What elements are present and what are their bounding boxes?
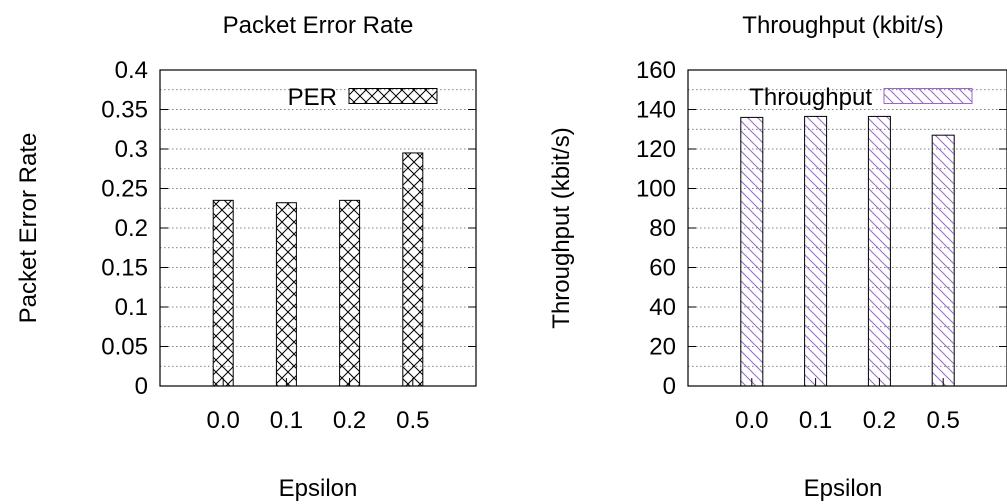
y-tick-label: 0.4 [115, 57, 148, 84]
y-tick-label: 140 [636, 97, 676, 124]
bar [402, 152, 424, 387]
x-axis-label: Epsilon [804, 475, 883, 502]
y-tick-label: 0 [663, 373, 676, 400]
y-tick-label: 0.2 [115, 215, 148, 242]
x-axis-label: Epsilon [279, 475, 358, 502]
plot-frame [687, 69, 1007, 387]
legend: Throughput [749, 84, 973, 111]
packet-error-rate-chart: Packet Error Rate Packet Error Rate Epsi… [15, 12, 477, 502]
legend-swatch [348, 88, 438, 104]
throughput-chart: Throughput (kbit/s) Throughput (kbit/s) … [548, 12, 1007, 502]
x-tick-label: 0.0 [207, 407, 240, 434]
x-tick-label: 0.0 [735, 407, 768, 434]
legend: PER [288, 84, 438, 111]
chart-title: Packet Error Rate [223, 12, 414, 39]
bar [804, 115, 828, 387]
bars [212, 152, 424, 387]
legend-label: Throughput [749, 84, 872, 111]
x-tick-label: 0.5 [396, 407, 429, 434]
y-tick-label: 0.1 [115, 294, 148, 321]
y-tick-label: 0.15 [101, 255, 148, 282]
x-tick-label: 0.1 [270, 407, 303, 434]
y-tick-label: 40 [649, 294, 676, 321]
bar [740, 116, 764, 387]
y-tick-label: 80 [649, 215, 676, 242]
bar [339, 199, 361, 387]
y-tick-label: 0.35 [101, 97, 148, 124]
legend-swatch [883, 88, 973, 104]
grid-lines [688, 69, 1007, 387]
bar [275, 202, 297, 387]
y-tick-label: 0 [135, 373, 148, 400]
y-axis-label: Throughput (kbit/s) [548, 127, 575, 328]
y-tick-label: 20 [649, 334, 676, 361]
x-tick-label: 0.2 [863, 407, 896, 434]
y-tick-label: 120 [636, 136, 676, 163]
y-tick-label: 60 [649, 255, 676, 282]
y-tick-label: 0.3 [115, 136, 148, 163]
y-tick-labels: 0 20 40 60 80 100 120 140 160 [636, 57, 676, 400]
x-tick-labels: 0.0 0.1 0.2 0.5 [735, 407, 960, 434]
y-tick-label: 100 [636, 176, 676, 203]
bars [740, 115, 955, 387]
y-tick-label: 0.25 [101, 176, 148, 203]
bar [867, 115, 891, 387]
plot-frame [159, 69, 477, 387]
legend-label: PER [288, 84, 337, 111]
chart-title: Throughput (kbit/s) [742, 12, 943, 39]
y-tick-label: 160 [636, 57, 676, 84]
x-tick-label: 0.1 [799, 407, 832, 434]
grid-lines [160, 69, 476, 387]
x-tick-label: 0.2 [333, 407, 366, 434]
x-tick-label: 0.5 [927, 407, 960, 434]
x-tick-labels: 0.0 0.1 0.2 0.5 [207, 407, 430, 434]
bar [931, 134, 955, 387]
y-tick-labels: 0 0.05 0.1 0.15 0.2 0.25 0.3 0.35 0.4 [101, 57, 148, 400]
y-axis-label: Packet Error Rate [15, 133, 42, 324]
y-tick-label: 0.05 [101, 334, 148, 361]
bar [212, 199, 234, 387]
